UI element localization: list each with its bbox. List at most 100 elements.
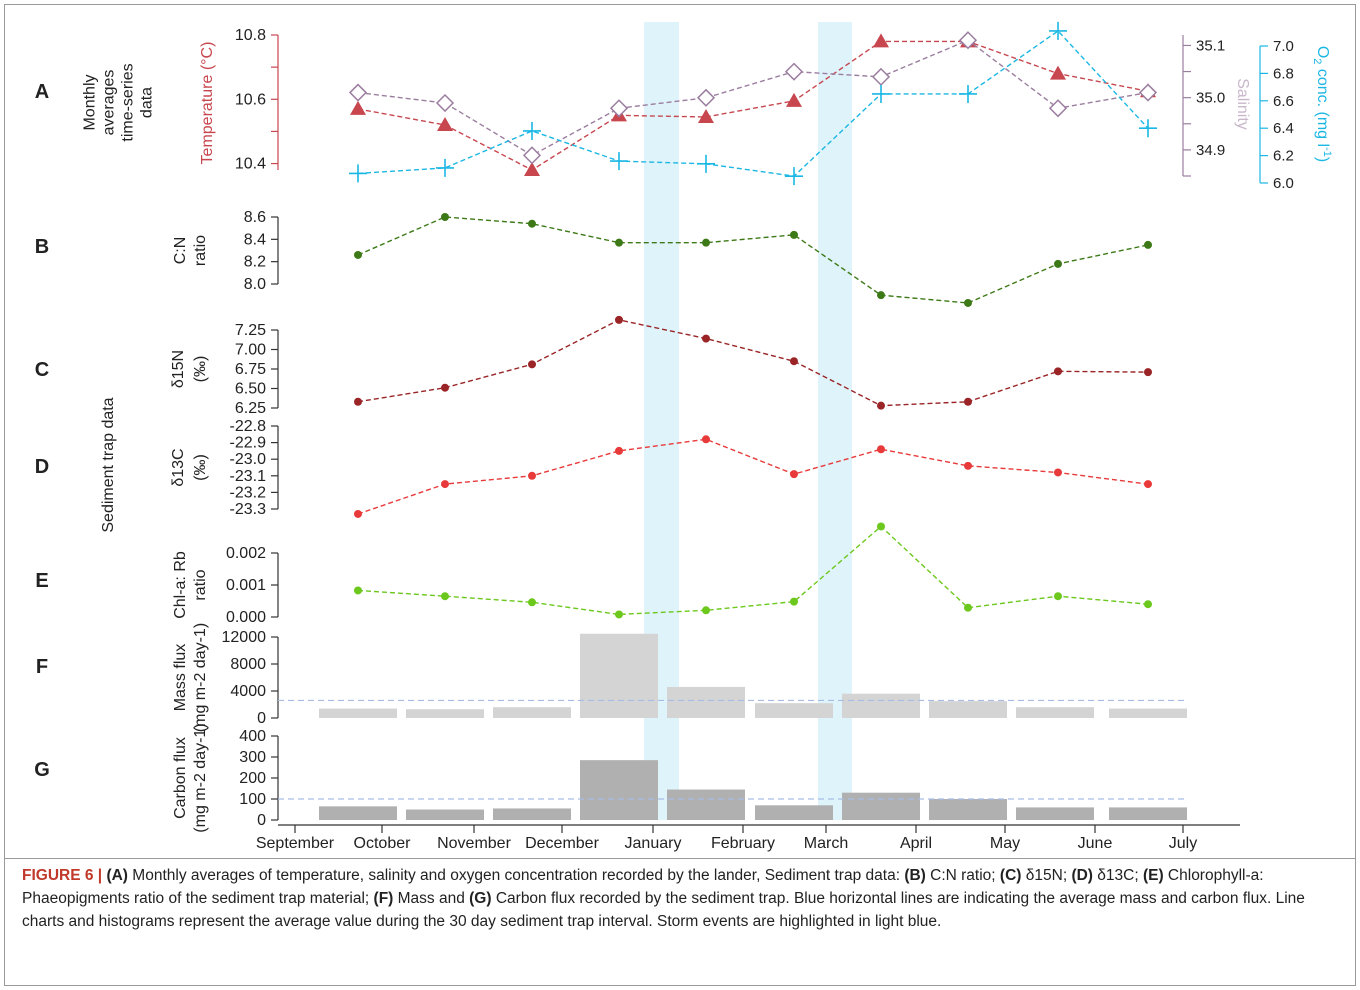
caption-part: C:N ratio; [925,867,1000,884]
salinity-series-point [696,88,716,107]
series-c-point [1054,367,1062,376]
bar-g [929,799,1007,820]
oxygen-series-point [523,121,541,140]
caption-part: Monthly averages of temperature, salinit… [127,867,905,884]
series-e-line [357,525,1149,616]
y-tick-label: 6.75 [235,361,266,378]
y-tick-label: -23.2 [230,484,267,501]
y-tick-label: 200 [239,770,266,787]
series-b-point [964,298,972,307]
temperature-series-point [524,162,540,176]
y-axis-title-g: Carbon flux (mg m-2 day-1) [172,723,209,832]
oxygen-series-point [610,152,628,171]
temperature-tick-label: 10.4 [235,156,266,173]
y-tick-label: 0 [257,710,266,727]
series-c-point [441,383,449,392]
y-tick-label: 12000 [222,629,267,646]
series-b-line [357,216,1149,304]
caption-part: (D) [1071,867,1093,884]
caption-part: (C) [999,867,1022,884]
caption-divider [4,858,1356,859]
caption-part: δ15N; [1021,867,1072,884]
salinity-series-point [522,146,542,165]
salinity-series-point [871,67,891,86]
oxygen-series-point [959,84,977,103]
y-tick-label: -22.9 [230,435,267,452]
bar-g [493,808,571,820]
x-tick-label: October [354,835,412,852]
series-c-point [1144,368,1152,377]
series-c-point [702,334,710,343]
panel-label-d: D [35,456,49,478]
y-tick-label: 7.25 [235,322,266,339]
oxygen-series-point [785,167,803,186]
bar-f [319,708,397,718]
salinity-tick-label: 35.1 [1196,37,1225,54]
oxygen-tick-label: 6.6 [1273,93,1294,110]
panel-a-side-title-line: data [139,87,156,118]
y-axis-title-line: Carbon flux [172,737,189,819]
series-e-point [615,610,623,619]
series-b-point [528,219,536,228]
salinity-series-line [357,39,1149,157]
bar-f [580,633,658,718]
temperature-axis-title: Temperature (°C) [199,42,216,165]
y-tick-label: 100 [239,791,266,808]
x-tick-label: March [804,835,848,852]
y-tick-label: 0.001 [226,577,266,594]
y-tick-label: 8.6 [244,209,266,226]
caption-heading: FIGURE 6 | [22,867,103,884]
series-e-point [354,586,362,595]
caption-body: (A) Monthly averages of temperature, sal… [22,867,1305,930]
oxygen-axis-title-part: 2 [1311,58,1323,64]
temperature-series-point [437,117,453,131]
figure-caption: FIGURE 6 | (A) Monthly averages of tempe… [22,864,1342,933]
figure-frame [4,4,1356,986]
salinity-series-point [435,93,455,113]
series-c-point [528,360,536,369]
panel-label-f: F [36,656,48,678]
bar-f [406,709,484,718]
series-c-line [357,319,1149,407]
x-tick-label: January [625,835,682,852]
y-axis-title-line: δ15N [170,350,187,388]
bar-g [842,792,920,820]
bar-f [1109,708,1187,718]
y-tick-label: 400 [239,728,266,745]
caption-part: (F) [373,890,394,907]
panel-label-e: E [35,570,48,592]
temperature-series-point [698,108,714,123]
series-b-point [877,291,885,300]
caption-part: Mass and [393,890,470,907]
y-axis-title-line: C:N [172,237,189,265]
caption-part: Carbon flux recorded by the sediment tra… [22,890,1305,930]
caption-part: (B) [904,867,926,884]
panel-label-g: G [34,759,50,781]
series-e-point [528,598,536,607]
sediment-trap-title: Sediment trap data [100,397,117,532]
temperature-series-point [350,100,366,115]
y-axis-title-line: ratio [192,569,209,600]
caption-part: δ13C; [1092,867,1143,884]
panel-a-side-title-line: time-series [120,63,137,141]
bar-f [929,701,1007,718]
y-tick-label: 6.50 [235,381,266,398]
y-tick-label: -23.0 [230,451,267,468]
x-tick-label: December [525,835,599,852]
y-tick-label: 0.002 [226,545,266,562]
y-axis-title-line: Chl-a: Rb [172,551,189,619]
figure-6-chart: A Monthly averages time-series data 10.4 10.6 1… [34,21,1333,852]
salinity-series-point [1048,99,1068,118]
y-axis-title-line: Mass flux [172,644,189,712]
y-tick-label: 300 [239,749,266,766]
caption-part: (E) [1142,867,1164,884]
y-axis-title-line: (mg m-2 day-1) [192,623,209,732]
oxygen-axis-title: O2 conc. (mg l-1) [1311,46,1333,162]
series-d-point [354,509,362,518]
series-d-point [702,435,710,444]
series-b-point [615,238,623,247]
series-b-point [702,238,710,247]
series-e-point [964,603,972,612]
x-tick-label: June [1078,835,1113,852]
salinity-series-point [609,99,629,118]
